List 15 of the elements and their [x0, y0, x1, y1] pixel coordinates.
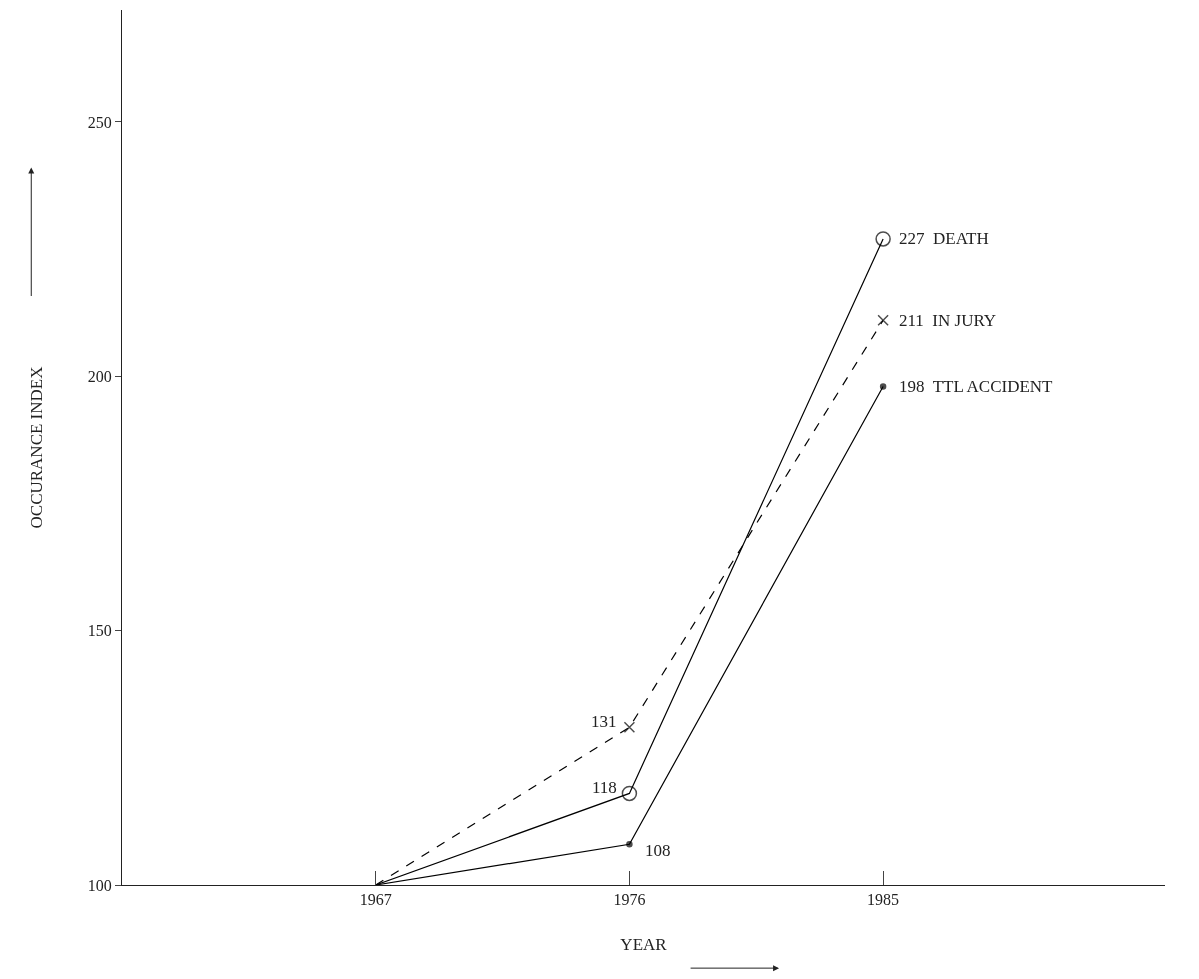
x-axis-title: YEAR [620, 934, 668, 954]
data-label: 118 [592, 778, 617, 797]
x-tick-label: 1967 [359, 891, 392, 909]
y-tick-label: 150 [87, 622, 112, 640]
data-label: 131 [591, 712, 617, 731]
y-tick-label: 100 [87, 876, 112, 894]
y-tick-label: 250 [87, 113, 112, 131]
text: 211 IN JURY [899, 311, 997, 330]
x-tick-label: 1976 [613, 891, 646, 909]
text: 198 TTL ACCIDENT [899, 377, 1053, 396]
x-tick-label: 1985 [867, 891, 900, 909]
y-tick-label: 200 [87, 367, 112, 385]
data-label: 108 [645, 841, 671, 860]
y-axis-title: OCCURANCE INDEX [27, 366, 47, 529]
text: 227 DEATH [899, 229, 989, 248]
